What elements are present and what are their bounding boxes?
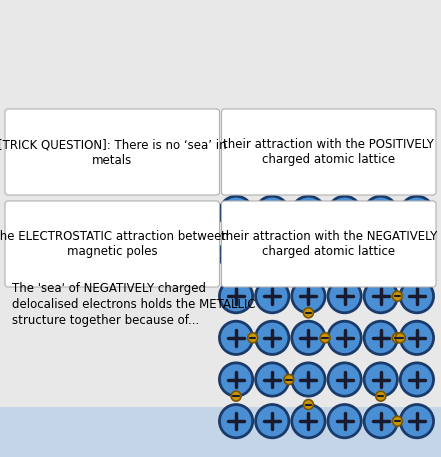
Circle shape	[395, 333, 405, 343]
Circle shape	[395, 250, 405, 260]
Text: [TRICK QUESTION]: There is no ‘sea’ in: [TRICK QUESTION]: There is no ‘sea’ in	[0, 138, 227, 152]
Circle shape	[328, 363, 361, 396]
Circle shape	[220, 238, 253, 271]
Circle shape	[400, 404, 434, 438]
Circle shape	[303, 399, 314, 409]
Circle shape	[364, 238, 397, 271]
Bar	[0, 407, 441, 457]
Circle shape	[392, 291, 402, 301]
Text: The 'sea' of NEGATIVELY charged: The 'sea' of NEGATIVELY charged	[12, 282, 206, 295]
Text: charged atomic lattice: charged atomic lattice	[262, 154, 395, 166]
Circle shape	[328, 321, 361, 355]
Circle shape	[256, 238, 289, 271]
FancyBboxPatch shape	[5, 201, 220, 287]
Circle shape	[376, 266, 386, 276]
FancyBboxPatch shape	[221, 109, 436, 195]
Circle shape	[248, 333, 258, 343]
Circle shape	[400, 196, 434, 229]
Circle shape	[220, 404, 253, 438]
Circle shape	[292, 404, 325, 438]
Circle shape	[220, 321, 253, 355]
Circle shape	[256, 196, 289, 229]
FancyBboxPatch shape	[221, 201, 436, 287]
Circle shape	[284, 374, 294, 384]
Circle shape	[315, 219, 325, 229]
Circle shape	[400, 280, 434, 313]
Circle shape	[392, 333, 402, 343]
Circle shape	[392, 416, 402, 426]
Circle shape	[400, 238, 434, 271]
Text: metals: metals	[92, 154, 132, 166]
Circle shape	[248, 250, 258, 260]
Text: delocalised electrons holds the METALLIC: delocalised electrons holds the METALLIC	[12, 298, 256, 311]
Text: their attraction with the NEGATIVELY: their attraction with the NEGATIVELY	[220, 230, 437, 244]
Text: structure together because of...: structure together because of...	[12, 314, 199, 327]
Circle shape	[320, 333, 330, 343]
Circle shape	[364, 363, 397, 396]
Circle shape	[256, 321, 289, 355]
Circle shape	[328, 238, 361, 271]
Circle shape	[328, 404, 361, 438]
Circle shape	[256, 363, 289, 396]
Circle shape	[292, 238, 325, 271]
Circle shape	[328, 196, 361, 229]
FancyBboxPatch shape	[5, 109, 220, 195]
Circle shape	[220, 196, 253, 229]
Text: their attraction with the POSITIVELY: their attraction with the POSITIVELY	[223, 138, 434, 152]
Circle shape	[292, 321, 325, 355]
Circle shape	[376, 391, 386, 401]
Text: magnetic poles: magnetic poles	[67, 245, 157, 259]
Circle shape	[364, 196, 397, 229]
Circle shape	[220, 280, 253, 313]
Circle shape	[400, 321, 434, 355]
Circle shape	[267, 224, 277, 234]
Circle shape	[292, 196, 325, 229]
Circle shape	[303, 308, 314, 318]
Circle shape	[364, 404, 397, 438]
Text: charged atomic lattice: charged atomic lattice	[262, 245, 395, 259]
Circle shape	[364, 321, 397, 355]
Circle shape	[328, 280, 361, 313]
Circle shape	[256, 404, 289, 438]
Circle shape	[400, 363, 434, 396]
Text: the ELECTROSTATIC attraction between: the ELECTROSTATIC attraction between	[0, 230, 229, 244]
Circle shape	[231, 391, 241, 401]
Circle shape	[256, 280, 289, 313]
Circle shape	[292, 363, 325, 396]
Circle shape	[292, 280, 325, 313]
Circle shape	[364, 280, 397, 313]
Circle shape	[220, 363, 253, 396]
